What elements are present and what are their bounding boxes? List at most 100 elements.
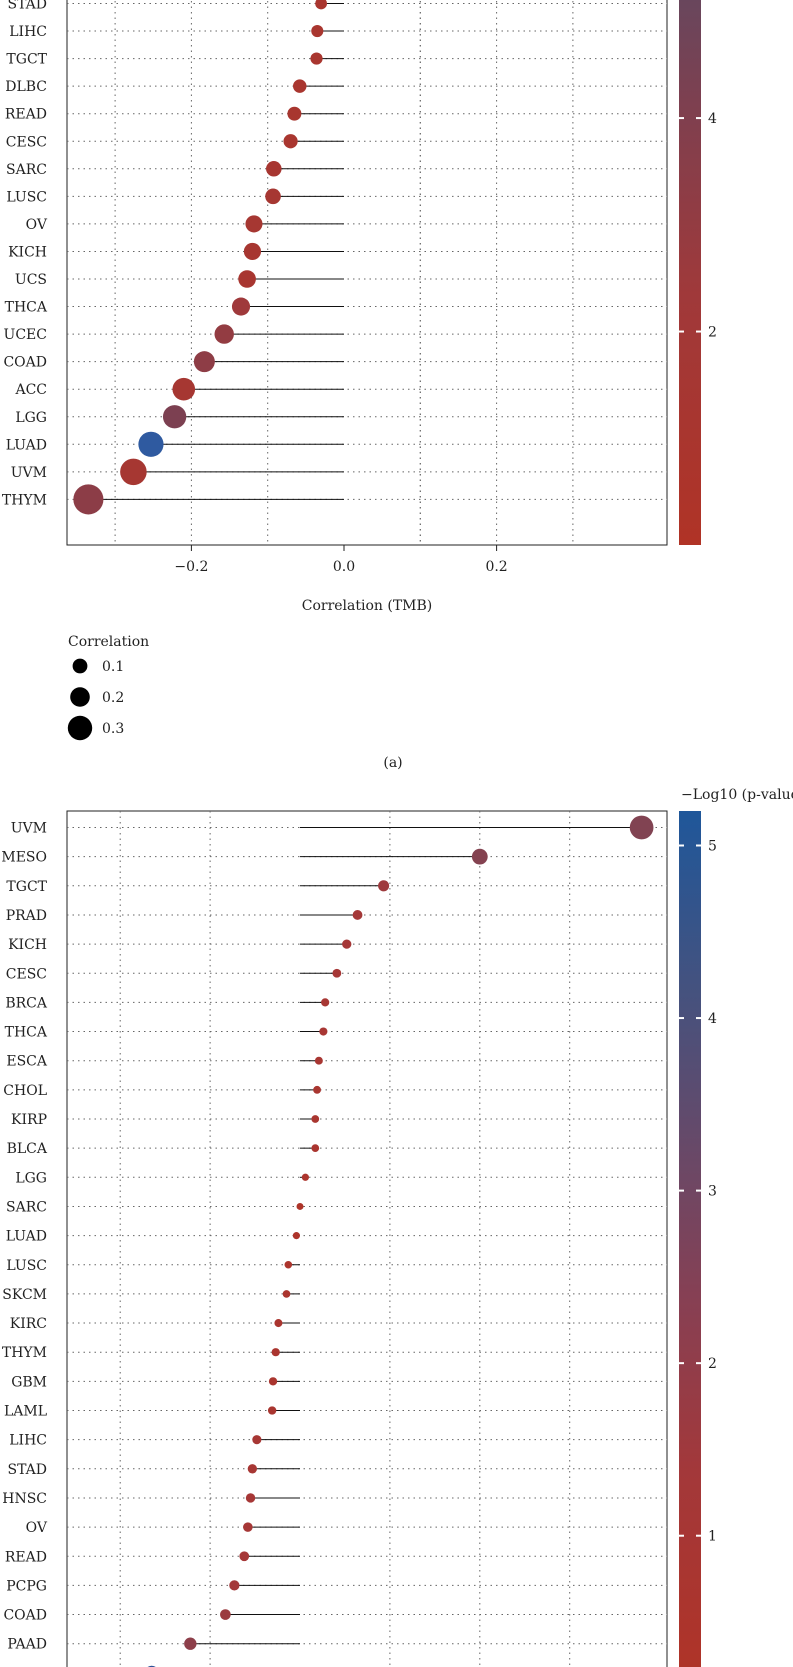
panel-b: UVM MESO TGCT PRAD KICH CESC BRCA THCA ESCA CHOL K… <box>1 787 793 1667</box>
point-READ <box>287 106 302 121</box>
point-THYM <box>271 1348 280 1357</box>
category-label-STAD: STAD <box>8 0 48 13</box>
category-label-COAD: COAD <box>3 355 47 371</box>
size-legend-dot <box>70 687 90 707</box>
category-label-LGG: LGG <box>15 410 47 426</box>
category-label-HNSC: HNSC <box>2 1491 47 1507</box>
category-label-DLBC: DLBC <box>5 1666 47 1667</box>
category-label-PCPG: PCPG <box>6 1578 47 1594</box>
x-tick-label: −0.2 <box>174 559 208 575</box>
size-legend-label: 0.1 <box>102 659 124 675</box>
category-label-UVM: UVM <box>11 465 47 481</box>
point-THYM <box>73 484 104 515</box>
point-LIHC <box>252 1435 262 1445</box>
panel-b-points <box>147 815 654 1667</box>
x-tick-label: 0.0 <box>333 559 355 575</box>
point-KICH <box>342 939 352 949</box>
point-COAD <box>193 351 215 373</box>
panel-a-label: (a) <box>383 755 402 771</box>
panel-a-plot-frame <box>66 0 668 546</box>
category-label-GBM: GBM <box>11 1374 47 1390</box>
point-STAD <box>315 0 328 10</box>
category-label-PAAD: PAAD <box>7 1637 47 1653</box>
point-SKCM <box>282 1290 291 1298</box>
category-label-UCS: UCS <box>15 272 47 288</box>
panel-a-stems <box>88 3 344 500</box>
category-label-LUSC: LUSC <box>6 1258 47 1274</box>
size-legend-dot <box>67 715 93 741</box>
colorbar-tick-label: 4 <box>708 111 717 127</box>
panel-b-gridlines <box>67 811 667 1667</box>
category-label-CESC: CESC <box>6 134 47 150</box>
category-label-TGCT: TGCT <box>6 52 47 68</box>
category-label-MESO: MESO <box>1 850 47 866</box>
point-HNSC <box>245 1493 256 1503</box>
category-label-CESC: CESC <box>6 966 47 982</box>
point-UCEC <box>214 324 234 344</box>
category-label-LIHC: LIHC <box>9 1433 47 1449</box>
point-SARC <box>296 1202 304 1210</box>
point-CESC <box>283 134 298 149</box>
point-PRAD <box>352 910 363 920</box>
point-UCS <box>238 270 256 288</box>
category-label-THYM: THYM <box>2 1345 47 1361</box>
point-PAAD <box>184 1637 197 1650</box>
category-label-BRCA: BRCA <box>5 995 48 1011</box>
size-legend: Correlation 0.1 0.2 0.3 <box>67 634 149 741</box>
point-LUSC <box>284 1260 293 1269</box>
point-MESO <box>471 848 488 865</box>
point-TGCT <box>378 880 390 892</box>
point-THCA <box>319 1027 328 1036</box>
category-label-LUAD: LUAD <box>6 437 47 453</box>
category-label-LUAD: LUAD <box>6 1229 47 1245</box>
category-label-DLBC: DLBC <box>5 79 47 95</box>
category-label-THCA: THCA <box>5 300 48 316</box>
size-legend-label: 0.2 <box>102 690 124 706</box>
category-label-SARC: SARC <box>6 162 47 178</box>
category-label-READ: READ <box>5 1549 47 1565</box>
point-ESCA <box>314 1056 323 1065</box>
point-LUAD <box>138 431 164 457</box>
category-label-TGCT: TGCT <box>6 879 47 895</box>
colorbar-tick-label: 2 <box>708 1356 717 1372</box>
panel-b-category-labels: UVM MESO TGCT PRAD KICH CESC BRCA THCA ESCA CHOL K… <box>1 821 48 1667</box>
colorbar-tick-label: 2 <box>708 325 717 341</box>
category-label-ACC: ACC <box>14 382 47 398</box>
point-UVM <box>120 458 147 486</box>
point-LUSC <box>265 188 281 205</box>
point-DLBC <box>293 79 307 93</box>
category-label-BLCA: BLCA <box>7 1141 48 1157</box>
panel-a-colorbar <box>679 0 701 545</box>
category-label-KICH: KICH <box>8 244 47 260</box>
point-UVM <box>629 815 654 840</box>
panel-a-x-axis-title: Correlation (TMB) <box>302 598 433 614</box>
category-label-COAD: COAD <box>3 1608 47 1624</box>
point-PCPG <box>229 1580 240 1591</box>
point-BLCA <box>311 1144 320 1153</box>
colorbar-tick-label: 1 <box>708 1529 717 1545</box>
point-KIRP <box>311 1115 320 1123</box>
point-LAML <box>267 1406 277 1415</box>
category-label-LIHC: LIHC <box>9 24 47 40</box>
size-legend-title: Correlation <box>68 634 149 650</box>
category-label-UVM: UVM <box>11 821 47 837</box>
panel-b-colorbar <box>679 811 701 1667</box>
size-legend-dot <box>72 658 88 674</box>
point-OV <box>243 1522 253 1532</box>
category-label-SARC: SARC <box>6 1199 47 1215</box>
point-READ <box>239 1551 250 1562</box>
panel-a-colorbar-ticks: 24 <box>679 111 717 341</box>
category-label-KIRP: KIRP <box>11 1112 47 1128</box>
point-LGG <box>301 1173 310 1181</box>
colorbar-tick-label: 4 <box>708 1011 717 1027</box>
point-CHOL <box>313 1085 321 1094</box>
panel-b-colorbar-ticks: 5 4 3 2 1 <box>679 839 717 1545</box>
point-ACC <box>172 377 196 401</box>
category-label-SKCM: SKCM <box>2 1287 47 1303</box>
panel-a-category-labels: STAD LIHC TGCT DLBC READ CESC SARC LUSC OV KICH UC… <box>2 0 48 508</box>
x-tick-label: 0.2 <box>485 559 507 575</box>
category-label-STAD: STAD <box>8 1462 48 1478</box>
point-TGCT <box>310 52 323 65</box>
point-BRCA <box>321 998 330 1007</box>
